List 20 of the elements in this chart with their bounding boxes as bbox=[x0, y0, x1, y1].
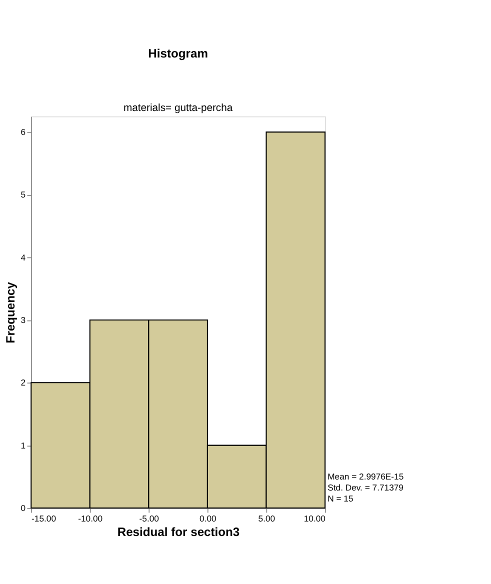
text: Mean = 2.9976E-15 bbox=[328, 472, 404, 482]
text: Std. Dev. = 7.71379 bbox=[328, 482, 404, 493]
x-tick-label: 5.00 bbox=[258, 513, 276, 524]
chart-title: Histogram bbox=[148, 46, 208, 61]
y-tick-label: 1 bbox=[20, 440, 26, 450]
chart-subtitle: materials= gutta-percha bbox=[124, 103, 233, 114]
y-tick-label: 6 bbox=[20, 127, 26, 138]
x-tick-label: -10.00 bbox=[78, 513, 103, 524]
x-tick-label: 0.00 bbox=[200, 513, 216, 524]
y-tick-label: 0 bbox=[20, 503, 26, 513]
text: N = 15 bbox=[328, 494, 354, 504]
y-tick-label: 2 bbox=[20, 378, 26, 388]
x-tick-label: -5.00 bbox=[139, 513, 160, 524]
x-axis-title: Residual for section3 bbox=[117, 525, 240, 540]
y-axis-title: Frequency bbox=[4, 282, 18, 344]
x-tick-label: 10.00 bbox=[304, 513, 326, 524]
y-tick-label: 4 bbox=[20, 252, 26, 262]
x-tick-label: -15.00 bbox=[32, 513, 56, 524]
y-tick-label: 5 bbox=[20, 190, 26, 200]
y-tick-label: 3 bbox=[20, 315, 26, 326]
